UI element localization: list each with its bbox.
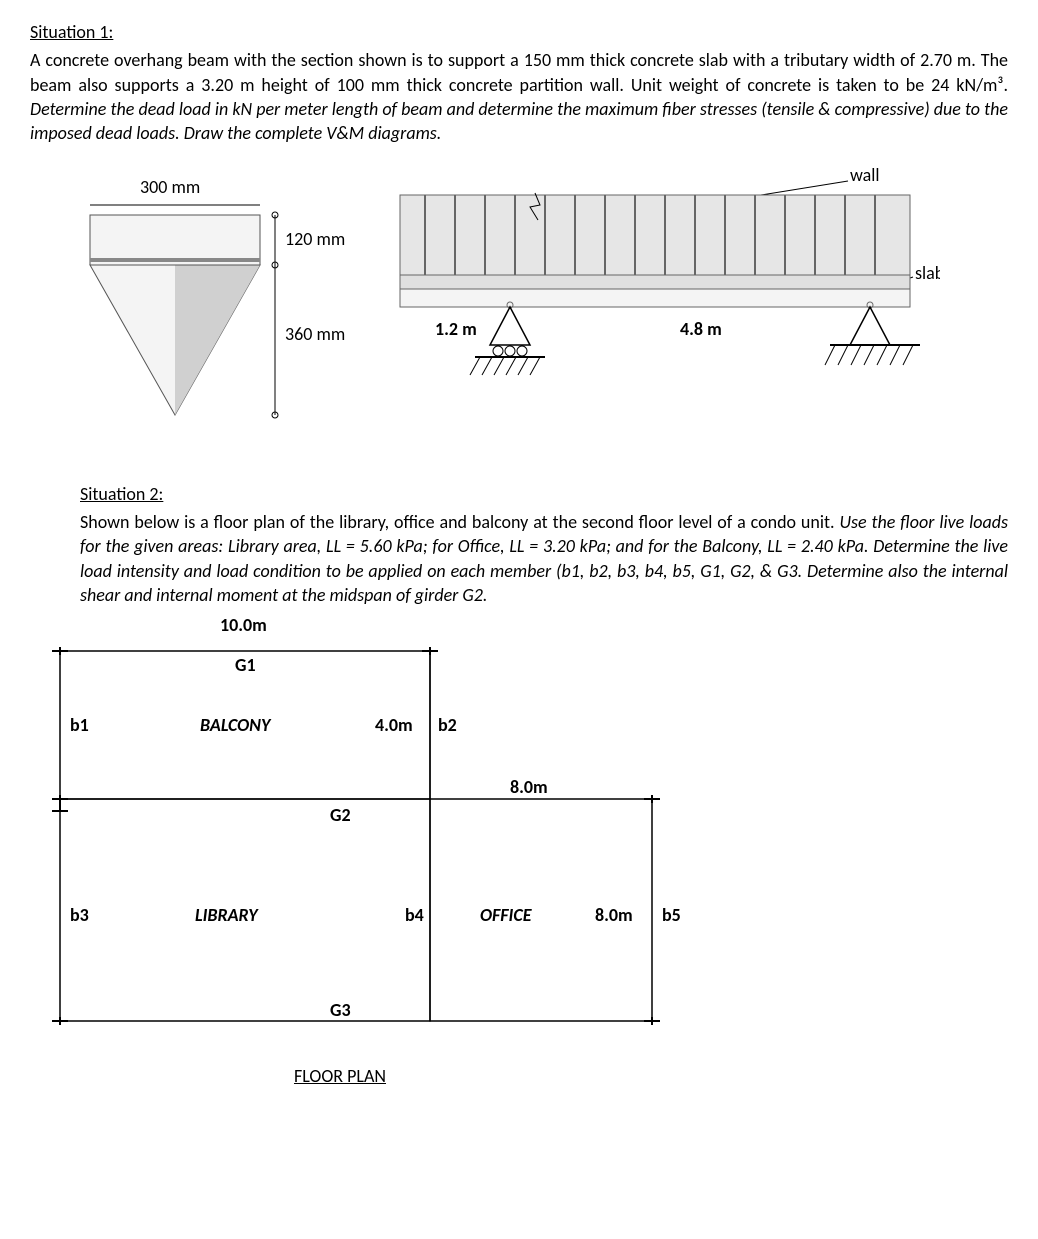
dim-flange-height: 120 mm bbox=[285, 228, 345, 250]
slab-strip bbox=[400, 275, 910, 289]
triangle-shadow bbox=[175, 265, 260, 415]
wall-label: wall bbox=[850, 165, 880, 186]
g1-label: G1 bbox=[235, 654, 256, 676]
situation1-text-normal: A concrete overhang beam with the sectio… bbox=[30, 49, 1008, 95]
b5-label: b5 bbox=[662, 904, 681, 926]
cross-section-diagram: 300 mm 120 mm 360 mm bbox=[30, 165, 360, 451]
beam-elevation-diagram: wall slab bbox=[380, 165, 940, 431]
pin-hatch bbox=[825, 345, 913, 365]
dim-top: 10.0m bbox=[220, 614, 267, 636]
room-library: LIBRARY bbox=[195, 904, 259, 926]
room-office: OFFICE bbox=[480, 904, 533, 926]
b1-label: b1 bbox=[70, 714, 89, 736]
floor-plan-caption: FLOOR PLAN bbox=[30, 1064, 650, 1088]
g2-label: G2 bbox=[330, 804, 351, 826]
column-ticks bbox=[52, 647, 660, 1025]
pin-support-icon bbox=[850, 307, 890, 345]
situation2-heading: Situation 2: bbox=[80, 482, 1008, 506]
situation1-heading: Situation 1: bbox=[30, 20, 1008, 44]
b4-label: b4 bbox=[405, 904, 424, 926]
b2-label: b2 bbox=[438, 714, 457, 736]
roller-hatch bbox=[470, 357, 540, 375]
dim-overhang: 1.2 m bbox=[435, 318, 477, 340]
dim-top-width: 300 mm bbox=[140, 176, 200, 198]
situation2-text-normal: Shown below is a floor plan of the libra… bbox=[80, 511, 839, 533]
roller-support-icon bbox=[490, 307, 530, 345]
b3-label: b3 bbox=[70, 904, 89, 926]
floor-plan-diagram: 10.0m G1 b1 BALCONY 4.0m b2 G2 8.0m b3 L… bbox=[30, 611, 1008, 1088]
g3-label: G3 bbox=[330, 999, 351, 1021]
situation1-text: A concrete overhang beam with the sectio… bbox=[30, 48, 1008, 145]
dim-office-w: 8.0m bbox=[510, 776, 548, 798]
slab-label: slab bbox=[915, 262, 940, 284]
dim-balcony-h: 4.0m bbox=[375, 714, 413, 736]
room-balcony: BALCONY bbox=[200, 714, 272, 736]
dim-office-h: 8.0m bbox=[595, 904, 633, 926]
beam-rect bbox=[400, 289, 910, 307]
situation1-figures: 300 mm 120 mm 360 mm wall bbox=[30, 165, 1008, 451]
situation2-text: Shown below is a floor plan of the libra… bbox=[80, 510, 1008, 607]
situation1-text-italic: Determine the dead load in kN per meter … bbox=[30, 98, 1008, 144]
dim-web-height: 360 mm bbox=[285, 323, 345, 345]
wall-block bbox=[400, 195, 910, 275]
dim-main-span: 4.8 m bbox=[680, 318, 722, 340]
flange-rect bbox=[90, 215, 260, 265]
